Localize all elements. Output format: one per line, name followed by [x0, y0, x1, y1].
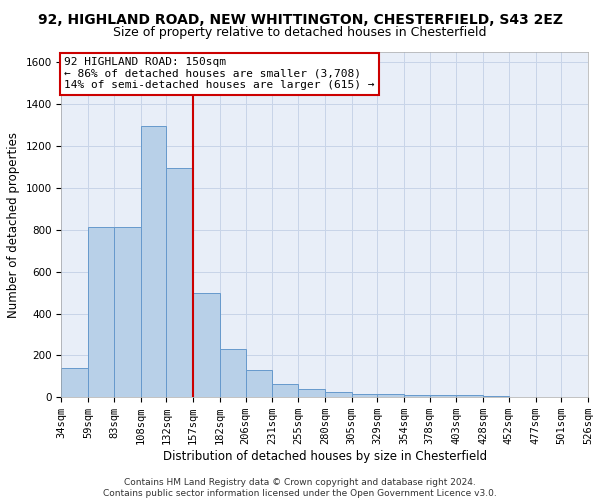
Bar — [457, 395, 483, 398]
Bar — [88, 226, 114, 398]
Text: Size of property relative to detached houses in Chesterfield: Size of property relative to detached ho… — [113, 26, 487, 39]
Bar — [509, 396, 536, 398]
Bar — [193, 292, 220, 398]
Bar — [325, 392, 352, 398]
Text: Contains HM Land Registry data © Crown copyright and database right 2024.
Contai: Contains HM Land Registry data © Crown c… — [103, 478, 497, 498]
Bar — [377, 394, 404, 398]
Bar — [61, 368, 88, 398]
Bar — [536, 396, 561, 398]
Bar — [166, 168, 193, 398]
Bar — [272, 384, 298, 398]
Y-axis label: Number of detached properties: Number of detached properties — [7, 132, 20, 318]
Bar — [404, 395, 430, 398]
Bar — [140, 126, 166, 398]
Bar — [352, 394, 377, 398]
Bar — [298, 389, 325, 398]
Bar — [561, 396, 588, 398]
Bar — [245, 370, 272, 398]
Bar — [483, 396, 509, 398]
Bar — [114, 226, 140, 398]
Text: 92 HIGHLAND ROAD: 150sqm
← 86% of detached houses are smaller (3,708)
14% of sem: 92 HIGHLAND ROAD: 150sqm ← 86% of detach… — [64, 57, 374, 90]
X-axis label: Distribution of detached houses by size in Chesterfield: Distribution of detached houses by size … — [163, 450, 487, 463]
Bar — [220, 349, 245, 398]
Text: 92, HIGHLAND ROAD, NEW WHITTINGTON, CHESTERFIELD, S43 2EZ: 92, HIGHLAND ROAD, NEW WHITTINGTON, CHES… — [37, 12, 563, 26]
Bar — [430, 395, 457, 398]
